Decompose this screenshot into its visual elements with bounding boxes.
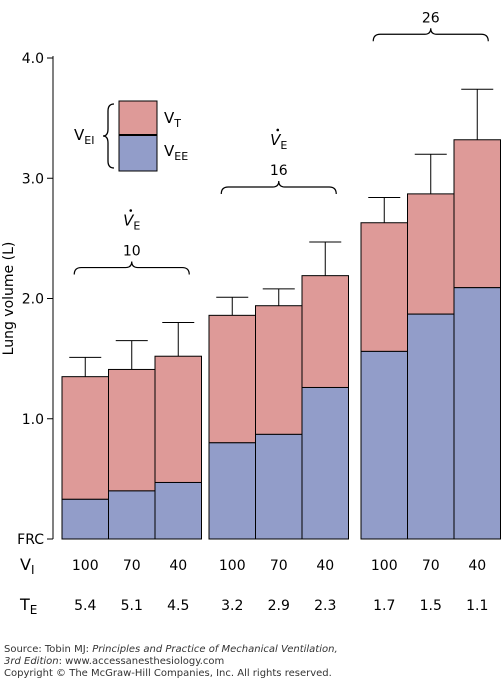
vi-value: 70: [422, 558, 440, 574]
ve-brace: [372, 28, 489, 42]
bar-vee-segment: [255, 433, 303, 540]
legend-vt-swatch: [118, 100, 158, 136]
legend-brace: [102, 103, 115, 169]
vi-value: 40: [468, 558, 486, 574]
bar-vt-segment: [255, 305, 303, 435]
vi-value: 100: [219, 558, 246, 574]
ve-value: 10: [123, 244, 141, 260]
svg-text:VE: VE: [270, 131, 287, 152]
te-row-label: TE: [19, 595, 37, 617]
bar-vt-segment: [407, 193, 455, 315]
vi-value: 40: [316, 558, 334, 574]
ve-brace: [73, 261, 190, 275]
ve-value: 16: [270, 163, 288, 179]
te-value: 4.5: [167, 598, 189, 614]
te-value: 3.2: [221, 598, 243, 614]
bar-vee-segment: [360, 350, 408, 540]
legend: VT VEE VEI: [74, 100, 188, 172]
vi-value: 100: [371, 558, 398, 574]
te-value: 1.5: [420, 598, 442, 614]
ve-label: VE: [123, 209, 140, 233]
bar-vee-segment: [453, 287, 501, 540]
source-line-1: Source: Tobin MJ: Principles and Practic…: [4, 644, 338, 655]
legend-vt-label: VT: [164, 109, 181, 130]
legend-vee-swatch: [118, 134, 158, 172]
source-line-2: 3rd Edition: www.accessanesthesiology.co…: [4, 656, 225, 667]
y-axis-label: Lung volume (L): [1, 242, 17, 356]
axes: FRC 1.0 2.0 3.0 4.0 Lung volume (L): [1, 51, 54, 548]
y-tick-label: 4.0: [22, 51, 44, 67]
vi-value: 70: [270, 558, 288, 574]
y-tick-label: 2.0: [22, 292, 44, 308]
te-value: 5.1: [121, 598, 143, 614]
y-tick-label: 1.0: [22, 412, 44, 428]
te-value: 1.1: [466, 598, 488, 614]
legend-vee-label: VEE: [164, 142, 188, 163]
bar-vt-segment: [108, 368, 156, 492]
bar-vee-segment: [154, 481, 202, 540]
source-line-3: Copyright © The McGraw-Hill Companies, I…: [4, 668, 332, 679]
bar-vt-segment: [360, 222, 408, 352]
vi-value: 40: [169, 558, 187, 574]
bar-vee-segment: [108, 490, 156, 540]
bar-vee-segment: [407, 313, 455, 540]
y-tick-label: 3.0: [22, 171, 44, 187]
labels: 100 5.4 70 5.1 40 4.5 10 VE 100 3.2 70 2.9 40 2.3 16 VE…: [19, 10, 489, 617]
bar-vee-segment: [61, 498, 109, 540]
vi-value: 70: [123, 558, 141, 574]
ve-value: 26: [422, 10, 440, 26]
te-value: 2.3: [314, 598, 336, 614]
te-value: 5.4: [74, 598, 96, 614]
vi-value: 100: [72, 558, 99, 574]
bar-vt-segment: [453, 139, 501, 289]
svg-text:VE: VE: [123, 212, 140, 233]
y-tick-label: FRC: [17, 532, 44, 548]
ve-label: VE: [270, 128, 287, 152]
te-value: 1.7: [373, 598, 395, 614]
bars: [61, 88, 501, 540]
lung-volume-chart: FRC 1.0 2.0 3.0 4.0 Lung volume (L) 100 5.4 70 5…: [1, 10, 501, 617]
bar-vt-segment: [61, 376, 109, 500]
bar-vee-segment: [208, 442, 256, 540]
bar-vt-segment: [301, 275, 349, 388]
te-value: 2.9: [268, 598, 290, 614]
bar-vt-segment: [208, 314, 256, 444]
bar-vt-segment: [154, 355, 202, 483]
vi-row-label: VI: [20, 555, 35, 577]
bar-vee-segment: [301, 386, 349, 540]
legend-vei-label: VEI: [74, 126, 94, 147]
ve-brace: [220, 180, 337, 195]
